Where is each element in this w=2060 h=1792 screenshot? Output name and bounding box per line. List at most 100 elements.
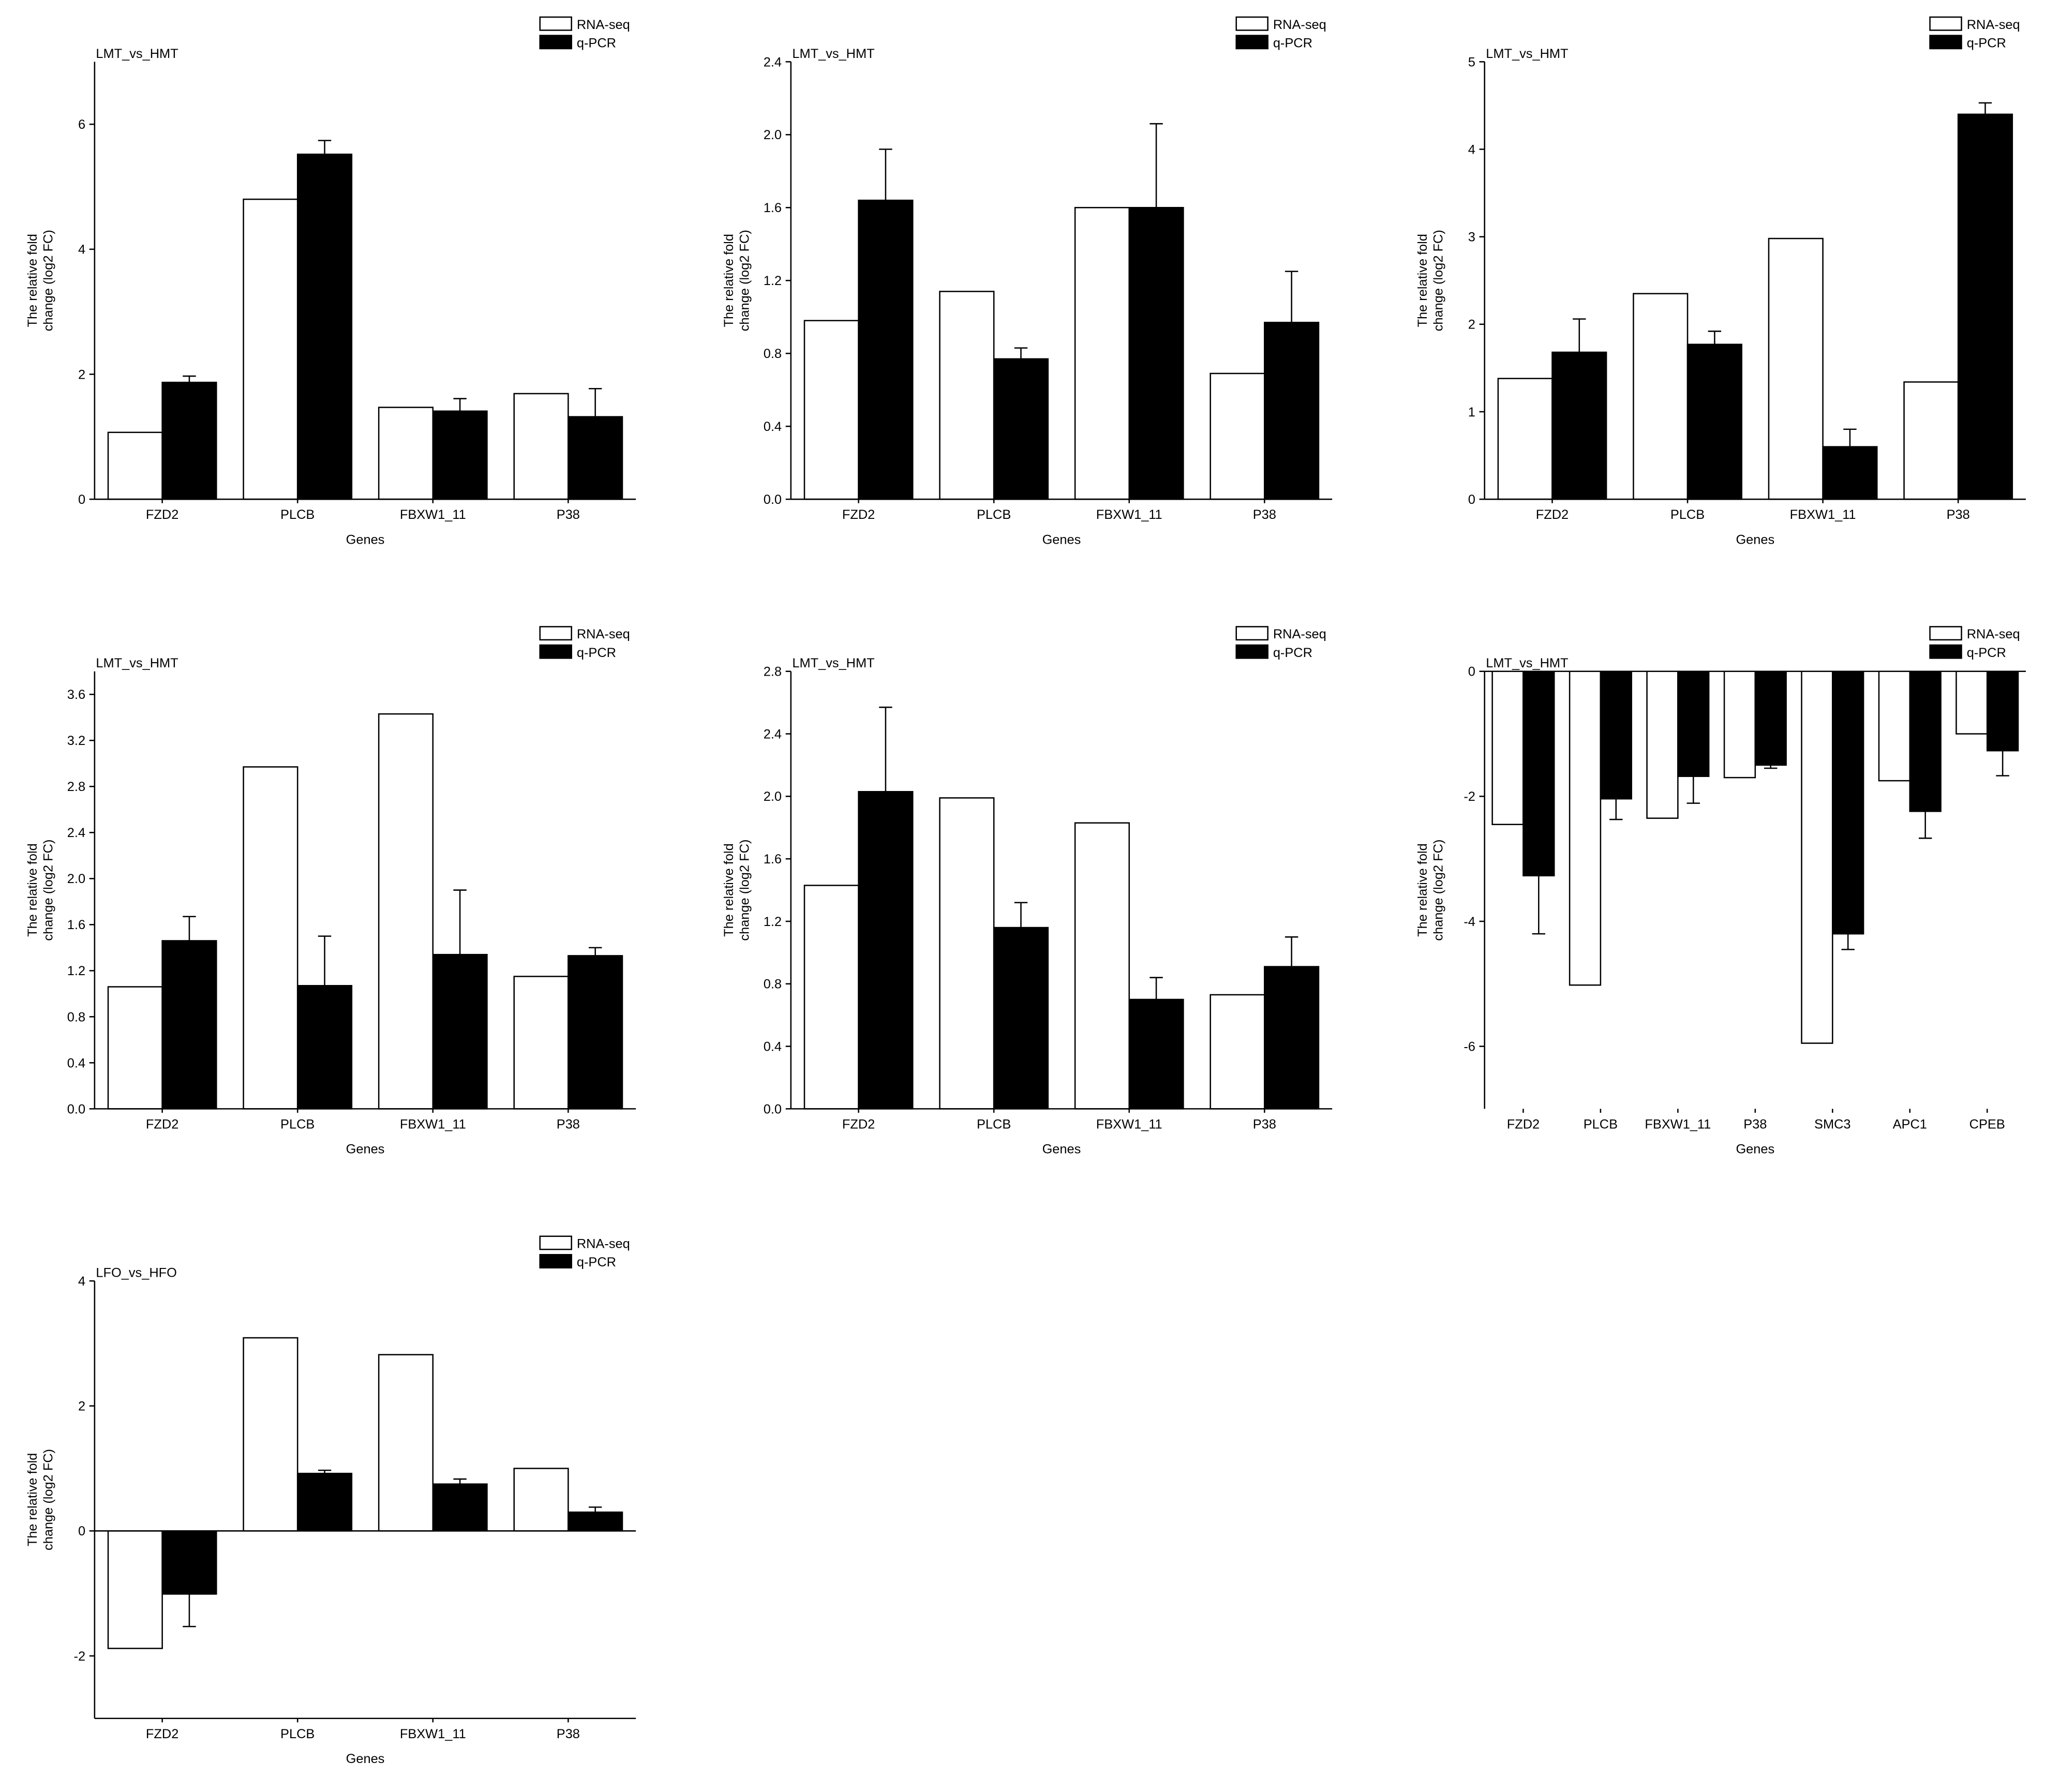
y-tick-label: 6 — [78, 117, 85, 132]
x-tick-label: FBXW1_11 — [1096, 507, 1162, 522]
error-bar — [1014, 902, 1028, 928]
legend-swatch — [1235, 644, 1268, 659]
x-tick-label: FZD2 — [1507, 1117, 1540, 1131]
y-tick-label: 0.8 — [764, 977, 782, 992]
error-bar — [588, 1506, 602, 1513]
x-tick-label: FBXW1_11 — [400, 1117, 466, 1131]
legend-swatch — [1929, 35, 1962, 50]
bar — [1686, 344, 1742, 500]
x-tick-label: PLCB — [977, 507, 1011, 522]
y-axis-title: change (log2 FC) — [41, 840, 56, 941]
legend-swatch — [539, 35, 572, 50]
bar — [1128, 998, 1184, 1110]
legend-swatch — [539, 1254, 572, 1268]
bar — [296, 1472, 353, 1532]
y-tick-label: 4 — [1468, 142, 1475, 157]
bar — [1551, 351, 1607, 500]
bar — [161, 1530, 217, 1595]
x-tick-label: FZD2 — [146, 1727, 178, 1741]
y-tick-label: 0.4 — [764, 420, 782, 434]
panel: FZD2 PLCB FBXW1_11 P38 SMC3 APC1 CPEB -6 -4 -2 0 LM… — [1415, 626, 2026, 1157]
bar — [803, 320, 859, 500]
x-tick-label: P38 — [557, 1117, 580, 1131]
y-tick-label: 1.6 — [67, 918, 85, 932]
bar — [243, 1337, 298, 1532]
x-tick-label: FBXW1_11 — [1790, 507, 1856, 522]
panel: FZD2 PLCB FBXW1_11 P38 0 1 2 3 4 5 LMT_vs_HMT Genes… — [1415, 16, 2026, 547]
x-tick-label: FZD2 — [842, 507, 875, 522]
legend-swatch — [1235, 16, 1268, 31]
bar — [161, 381, 217, 500]
y-tick-label: 1.2 — [67, 964, 85, 978]
y-tick-label: 2.8 — [764, 665, 782, 679]
x-tick-label: P38 — [1743, 1117, 1767, 1131]
bar — [1633, 293, 1689, 500]
x-tick-label: FZD2 — [146, 507, 178, 522]
y-tick-label: 0 — [1468, 492, 1475, 507]
error-bar — [183, 375, 196, 383]
bar — [1646, 670, 1679, 819]
y-tick-label: 1.2 — [764, 274, 782, 288]
legend-swatch — [539, 644, 572, 659]
x-tick-label: FZD2 — [146, 1117, 178, 1131]
bar — [513, 1468, 569, 1532]
y-tick-label: 0 — [78, 492, 85, 507]
legend-label: RNA-seq — [1967, 18, 2020, 32]
bar — [1723, 670, 1756, 779]
y-axis-title: The relative fold — [1415, 843, 1430, 937]
y-tick-label: 0.4 — [764, 1039, 782, 1054]
error-bar — [1532, 875, 1546, 935]
legend-label: q-PCR — [577, 36, 616, 50]
error-bar — [879, 148, 892, 201]
legend-label: RNA-seq — [1273, 18, 1326, 32]
y-tick-label: -2 — [74, 1649, 86, 1664]
bar — [568, 1511, 623, 1532]
x-tick-label: P38 — [1947, 507, 1970, 522]
chart-title: LMT_vs_HMT — [96, 656, 178, 670]
error-bar — [1996, 751, 2009, 776]
error-bar — [1609, 799, 1623, 820]
x-tick-label: FBXW1_11 — [1645, 1117, 1711, 1131]
x-tick-label: PLCB — [977, 1117, 1011, 1131]
x-axis-title: Genes — [346, 1142, 385, 1157]
bar — [432, 1483, 488, 1532]
y-axis-title: The relative fold — [25, 1453, 40, 1547]
bar — [1677, 670, 1710, 777]
bar — [378, 407, 434, 500]
error-bar — [588, 947, 602, 956]
y-tick-label: 0.8 — [67, 1010, 85, 1024]
x-tick-label: P38 — [1253, 1117, 1276, 1131]
y-tick-label: 3.2 — [67, 734, 85, 748]
y-tick-label: 2.4 — [67, 826, 85, 840]
bar — [568, 416, 623, 500]
legend-label: RNA-seq — [1273, 627, 1326, 641]
panel: FZD2 PLCB FBXW1_11 P38 0.0 0.4 0.8 1.2 1.6 2.0 2.4… — [722, 626, 1333, 1157]
x-tick-label: P38 — [557, 507, 580, 522]
bar — [1128, 207, 1184, 500]
bar — [107, 1530, 163, 1649]
bar — [803, 885, 859, 1110]
bar — [1569, 670, 1602, 986]
legend-label: q-PCR — [1273, 36, 1312, 50]
y-tick-label: 2 — [78, 367, 85, 382]
bar — [1832, 670, 1864, 935]
y-tick-label: 2.4 — [764, 55, 782, 69]
y-tick-label: 2.0 — [67, 872, 85, 886]
error-bar — [453, 398, 467, 411]
y-tick-label: 2 — [78, 1399, 85, 1414]
x-tick-label: PLCB — [280, 1727, 315, 1741]
y-tick-label: 0.0 — [67, 1102, 85, 1116]
bar — [296, 153, 353, 500]
bar — [1768, 237, 1824, 500]
legend-label: RNA-seq — [577, 627, 630, 641]
bar — [1903, 381, 1959, 500]
bar — [858, 791, 914, 1110]
error-bar — [1285, 936, 1298, 967]
error-bar — [1014, 347, 1028, 359]
chart-title: LMT_vs_HMT — [96, 47, 178, 61]
bar — [1264, 966, 1320, 1110]
error-bar — [1978, 102, 1992, 114]
bar — [1522, 670, 1555, 877]
error-bar — [318, 140, 332, 155]
